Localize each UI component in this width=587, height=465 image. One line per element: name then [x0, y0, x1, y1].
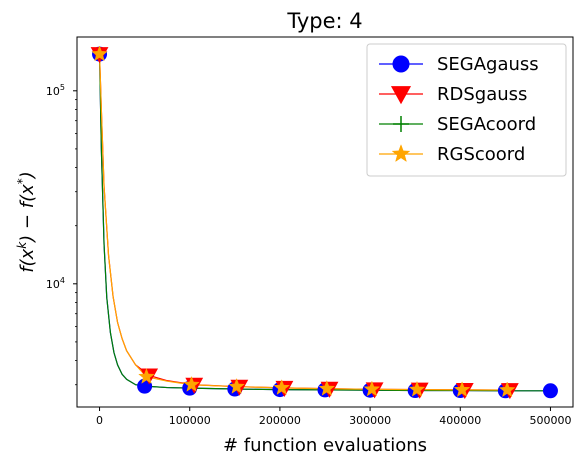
legend-marker	[390, 86, 412, 105]
legend-item: RGScoord	[379, 144, 525, 165]
data-point-RGScoord	[273, 379, 291, 395]
x-axis: 0 100000 200000 300000 400000 500000	[96, 407, 571, 427]
data-point-RGScoord	[408, 380, 426, 397]
legend-label: RGScoord	[437, 144, 525, 165]
legend-label: SEGAgauss	[437, 54, 539, 75]
y-axis-title: f(xk) − f(x*)	[15, 171, 38, 273]
data-point-RGScoord	[498, 381, 516, 398]
legend-item: SEGAgauss	[379, 54, 539, 75]
legend: SEGAgauss RDSgauss SEGAcoord RGScoord	[366, 43, 567, 177]
plot-frame	[76, 36, 574, 408]
data-point-RGScoord	[453, 381, 471, 398]
x-tick-label: 400000	[439, 414, 481, 427]
legend-item: RDSgauss	[379, 84, 527, 105]
x-tick-label: 100000	[169, 414, 211, 427]
chart-title: Type: 4	[286, 9, 362, 33]
legend-box	[366, 43, 567, 177]
x-tick-label: 0	[96, 414, 103, 427]
x-tick-label: 300000	[349, 414, 391, 427]
data-point-RGScoord	[138, 367, 155, 384]
data-point-RGScoord	[183, 375, 200, 392]
legend-marker	[393, 116, 409, 132]
data-point-RGScoord	[91, 45, 108, 62]
legend-label: SEGAcoord	[437, 114, 536, 135]
legend-item: SEGAcoord	[379, 114, 536, 135]
legend-marker	[392, 55, 410, 73]
data-point-SEGAgauss	[542, 383, 558, 399]
legend-label: RDSgauss	[437, 84, 527, 105]
data-point-RGScoord	[318, 379, 336, 396]
data-point-RGScoord	[228, 377, 245, 394]
x-axis-title: # function evaluations	[223, 435, 427, 456]
data-point-RGScoord	[363, 380, 381, 397]
x-tick-label: 500000	[529, 414, 571, 427]
legend-marker	[391, 144, 411, 163]
x-tick-label: 200000	[259, 414, 301, 427]
